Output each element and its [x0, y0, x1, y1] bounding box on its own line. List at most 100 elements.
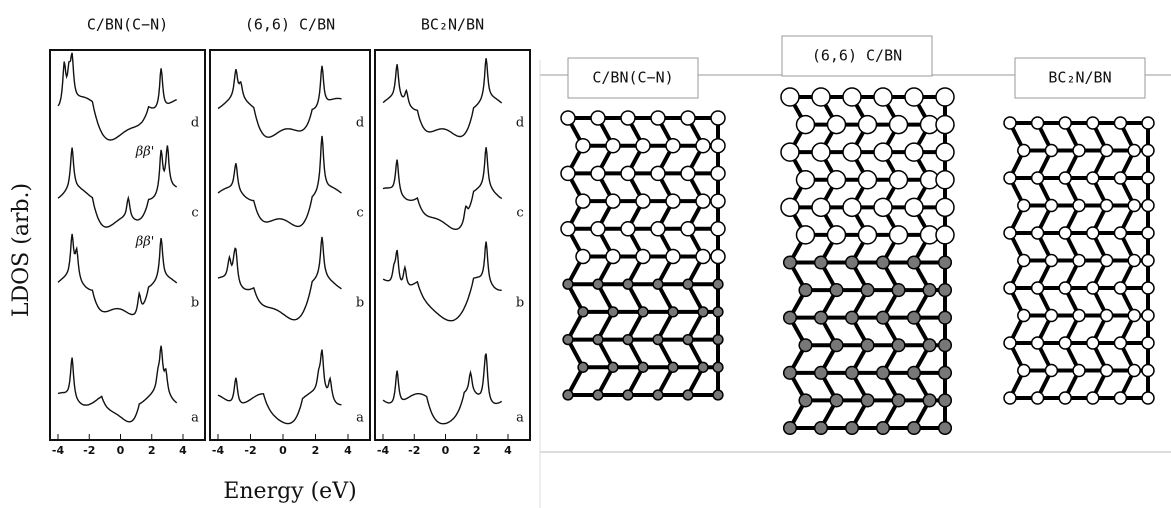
atom — [891, 283, 906, 298]
atom — [575, 193, 591, 209]
atom — [1072, 363, 1086, 378]
curve-label: b — [356, 296, 364, 311]
atom — [795, 114, 816, 135]
ldos-curve — [217, 65, 342, 138]
atom — [1141, 253, 1155, 268]
atom — [782, 365, 798, 380]
atom — [1099, 308, 1114, 323]
atom — [782, 420, 798, 436]
atom — [637, 306, 649, 318]
atom — [935, 170, 955, 190]
panel-title: (6,6) C/BN — [245, 16, 335, 34]
atom — [1099, 363, 1114, 378]
atom — [650, 110, 666, 126]
atom — [1072, 198, 1086, 213]
atom — [875, 420, 891, 436]
atom — [590, 165, 606, 182]
atom — [1058, 336, 1072, 350]
atom — [813, 255, 829, 270]
atom — [842, 87, 862, 107]
ldos-curve — [382, 353, 503, 425]
atom — [1113, 171, 1128, 185]
atom — [922, 393, 937, 408]
atom — [1113, 281, 1128, 295]
atom — [695, 248, 711, 265]
atom — [937, 255, 953, 270]
atom — [780, 197, 800, 218]
atom — [1058, 171, 1072, 185]
x-tick-label: 2 — [148, 444, 156, 457]
atom — [1127, 143, 1141, 158]
atom — [1141, 281, 1155, 295]
atom — [665, 137, 681, 154]
x-tick-label: -2 — [244, 444, 256, 457]
atom — [922, 338, 937, 353]
atom — [1044, 363, 1059, 378]
x-tick-label: -4 — [52, 444, 65, 457]
atom — [1113, 391, 1128, 405]
atom — [811, 197, 831, 218]
atom — [1141, 336, 1155, 350]
atom — [1030, 336, 1045, 350]
atom — [935, 87, 955, 107]
atom — [798, 393, 813, 408]
atom — [1003, 336, 1017, 350]
atom — [1072, 253, 1086, 268]
atom — [780, 87, 800, 107]
atom — [811, 142, 831, 162]
atom — [712, 333, 724, 346]
atom — [906, 255, 922, 270]
atom — [710, 137, 726, 154]
atom — [712, 389, 724, 401]
atom — [560, 110, 576, 126]
atom — [857, 225, 878, 245]
atom — [795, 170, 816, 190]
annotation: ββ' — [135, 145, 155, 160]
atom — [844, 365, 860, 380]
atom — [1003, 391, 1017, 405]
y-axis-label: LDOS (arb.) — [9, 183, 34, 317]
atom — [906, 365, 922, 380]
atom — [622, 278, 634, 290]
panel-title: BC₂N/BN — [421, 16, 484, 34]
atom — [650, 165, 666, 182]
x-tick-label: -2 — [408, 444, 420, 457]
atom — [635, 193, 651, 209]
atom — [592, 333, 604, 346]
atom — [904, 197, 924, 218]
label-box — [781, 35, 933, 77]
atom — [710, 193, 726, 209]
x-tick-label: -2 — [83, 444, 95, 457]
atom — [875, 365, 891, 380]
ldos-curve — [382, 241, 502, 322]
atom — [697, 361, 709, 373]
ldos-curve — [217, 236, 342, 321]
atom — [844, 310, 860, 325]
atom — [665, 248, 681, 265]
x-tick-label: -4 — [212, 444, 225, 457]
atom — [1017, 198, 1031, 213]
curve-label: d — [191, 116, 199, 131]
atom — [710, 221, 726, 237]
atom — [560, 221, 576, 237]
atom — [590, 221, 606, 237]
atom — [592, 389, 604, 401]
x-tick-label: -4 — [377, 444, 390, 457]
atom — [860, 283, 875, 298]
atom — [695, 193, 711, 209]
structure-label: C/BN(C−N) — [592, 69, 673, 87]
panel-frame — [49, 49, 206, 441]
atom — [829, 393, 844, 408]
ldos-curve — [57, 233, 178, 316]
atom — [562, 389, 574, 401]
atom — [842, 142, 862, 162]
atom — [813, 310, 829, 325]
atom — [712, 361, 724, 373]
atom — [1072, 143, 1086, 158]
atom — [1003, 281, 1017, 295]
atom — [605, 193, 621, 209]
atom — [635, 248, 651, 265]
atom — [1141, 363, 1155, 378]
atom — [1141, 198, 1155, 213]
